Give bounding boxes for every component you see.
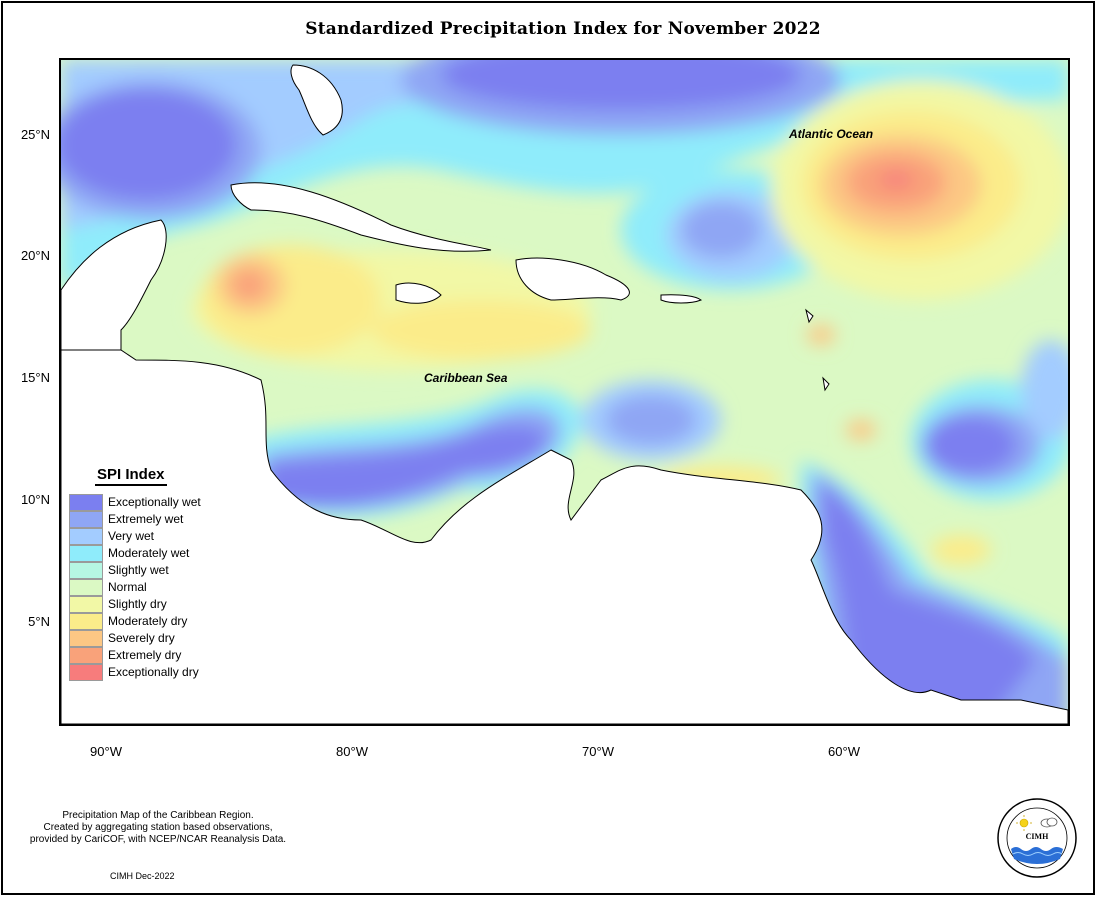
lon-label-70w: 70°W (582, 744, 614, 759)
legend-label: Extremely dry (108, 648, 182, 662)
legend-swatch (69, 647, 103, 664)
legend-swatch (69, 579, 103, 596)
credit-text: CIMH Dec-2022 (110, 871, 175, 881)
legend-label: Slightly wet (108, 563, 169, 577)
waves-icon (1011, 847, 1063, 864)
sun-icon (1016, 815, 1032, 831)
legend-label: Normal (108, 580, 147, 594)
legend-title: SPI Index (95, 466, 167, 486)
legend-swatch (69, 596, 103, 613)
atlantic-ocean-label: Atlantic Ocean (789, 127, 874, 141)
legend-label: Moderately dry (108, 614, 188, 628)
legend-swatch (69, 528, 103, 545)
legend-label: Very wet (108, 529, 155, 543)
legend-label: Moderately wet (108, 546, 190, 560)
legend-label: Exceptionally wet (108, 495, 201, 509)
lat-label-5n: 5°N (28, 614, 50, 629)
legend-swatch (69, 545, 103, 562)
map-title: Standardized Precipitation Index for Nov… (305, 19, 821, 39)
lat-label-20n: 20°N (20, 248, 50, 263)
cimh-logo: CIMH (997, 798, 1077, 878)
logo-abbr: CIMH (1026, 832, 1049, 841)
legend-swatch (69, 630, 103, 647)
lon-label-60w: 60°W (828, 744, 860, 759)
footnote-line: Precipitation Map of the Caribbean Regio… (62, 810, 254, 821)
legend-label: Severely dry (108, 631, 175, 645)
lon-label-80w: 80°W (336, 744, 368, 759)
lon-label-90w: 90°W (90, 744, 122, 759)
legend-label: Slightly dry (108, 597, 167, 611)
legend-swatch (69, 511, 103, 528)
footnote-line: provided by CariCOF, with NCEP/NCAR Rean… (29, 834, 287, 845)
lat-label-10n: 10°N (20, 492, 50, 507)
map-footnote: Precipitation Map of the Caribbean Regio… (8, 810, 308, 846)
legend-label: Exceptionally dry (108, 665, 199, 679)
legend-swatch (69, 664, 103, 681)
legend-swatch (69, 562, 103, 579)
spi-map[interactable] (59, 58, 1070, 726)
legend-swatch (69, 613, 103, 630)
lat-label-25n: 25°N (20, 127, 50, 142)
cloud-icon (1040, 817, 1058, 828)
legend-label: Extremely wet (108, 512, 184, 526)
spi-map-canvas (61, 60, 1068, 724)
legend-swatch (69, 494, 103, 511)
lat-label-15n: 15°N (20, 370, 50, 385)
caribbean-sea-label: Caribbean Sea (424, 371, 508, 385)
footnote-line: Created by aggregating station based obs… (43, 822, 273, 833)
